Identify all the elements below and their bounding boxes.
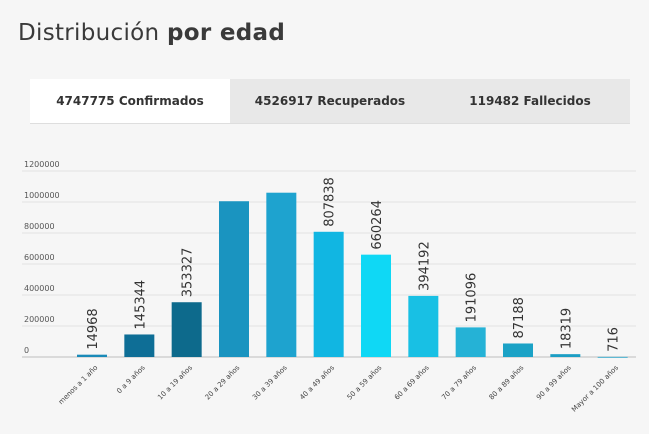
bar[interactable] xyxy=(124,334,155,357)
tab-recuperados-label: 4526917 Recuperados xyxy=(254,94,406,108)
tab-fallecidos[interactable]: 119482 Fallecidos xyxy=(430,79,630,123)
y-tick-label: 1200000 xyxy=(24,160,60,169)
bar[interactable] xyxy=(408,295,439,357)
x-tick-label: 50 a 59 años xyxy=(346,364,384,402)
bar[interactable] xyxy=(503,343,533,357)
data-label: 353327 xyxy=(181,248,196,298)
tab-bar: 4747775 Confirmados 4526917 Recuperados … xyxy=(30,79,630,123)
bar[interactable] xyxy=(597,356,628,358)
data-label: 394192 xyxy=(417,241,432,291)
data-label: 716 xyxy=(607,327,622,352)
tab-recuperados[interactable]: 4526917 Recuperados xyxy=(230,79,430,123)
x-tick-label: 0 a 9 años xyxy=(115,364,147,396)
tab-fallecidos-label: 119482 Fallecidos xyxy=(469,94,591,108)
data-label: 807838 xyxy=(323,177,338,227)
y-tick-label: 1000000 xyxy=(24,191,60,200)
x-tick-label: 60 a 69 años xyxy=(393,364,431,402)
bar[interactable] xyxy=(550,354,581,357)
tab-divider xyxy=(30,123,630,124)
y-tick-label: 800000 xyxy=(24,222,55,231)
y-tick-label: 400000 xyxy=(24,284,55,293)
data-label: 14968 xyxy=(86,308,101,349)
x-tick-label: 70 a 79 años xyxy=(440,364,478,402)
y-tick-label: 200000 xyxy=(24,315,55,324)
y-tick-label: 600000 xyxy=(24,253,55,262)
bar[interactable] xyxy=(171,302,202,357)
title-bold: por edad xyxy=(167,20,286,46)
x-tick-label: 10 a 19 años xyxy=(156,364,194,402)
bar[interactable] xyxy=(266,192,297,357)
bar[interactable] xyxy=(361,254,391,357)
title-light: Distribución xyxy=(18,20,160,46)
x-tick-label: 90 a 99 años xyxy=(535,364,573,402)
data-label: 145344 xyxy=(133,280,148,330)
data-label: 660264 xyxy=(370,200,385,250)
x-tick-label: Mayor a 100 años xyxy=(570,364,620,414)
bar[interactable] xyxy=(219,201,249,357)
tab-confirmados-label: 4747775 Confirmados xyxy=(56,94,204,108)
bar[interactable] xyxy=(313,231,344,357)
x-tick-label: 30 a 39 años xyxy=(251,364,289,402)
x-tick-label: 40 a 49 años xyxy=(298,364,336,402)
x-tick-label: 20 a 29 años xyxy=(204,364,242,402)
x-tick-label: menos a 1 año xyxy=(57,364,99,406)
x-tick-label: 80 a 89 años xyxy=(488,364,526,402)
data-label: 87188 xyxy=(512,297,527,338)
bar[interactable] xyxy=(77,354,107,357)
data-label: 191096 xyxy=(465,273,480,323)
y-tick-label: 0 xyxy=(24,346,29,355)
bar[interactable] xyxy=(455,327,486,357)
data-label: 18319 xyxy=(559,308,574,349)
page-title: Distribución por edad xyxy=(18,20,285,46)
tab-confirmados[interactable]: 4747775 Confirmados xyxy=(30,79,230,123)
